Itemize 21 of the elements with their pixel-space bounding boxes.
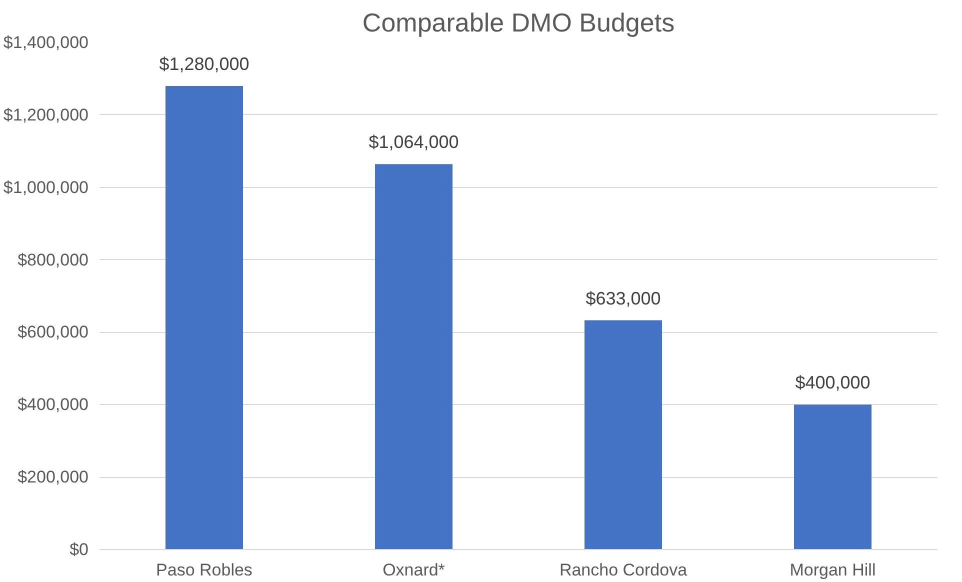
y-tick-label: $800,000 <box>18 250 88 270</box>
data-label: $633,000 <box>586 288 661 308</box>
bar <box>794 404 872 550</box>
bar <box>584 320 662 550</box>
data-label: $1,064,000 <box>368 132 459 152</box>
y-tick-label: $1,400,000 <box>3 33 89 52</box>
x-tick-label: Oxnard* <box>382 560 446 580</box>
data-label: $1,280,000 <box>159 54 250 74</box>
x-tick-label: Paso Robles <box>156 560 252 580</box>
y-tick-label: $600,000 <box>18 322 88 342</box>
x-tick-label: Rancho Cordova <box>559 560 688 580</box>
chart-title: Comparable DMO Budgets <box>362 8 675 38</box>
y-tick-label: $400,000 <box>18 395 88 414</box>
bar <box>374 164 453 550</box>
y-tick-label: $200,000 <box>18 468 88 487</box>
bar <box>165 86 244 550</box>
x-tick-label: Morgan Hill <box>790 560 876 580</box>
y-tick-label: $1,000,000 <box>3 178 89 197</box>
y-tick-label: $0 <box>70 540 89 559</box>
data-label: $400,000 <box>795 372 870 393</box>
y-tick-label: $1,200,000 <box>3 105 89 124</box>
